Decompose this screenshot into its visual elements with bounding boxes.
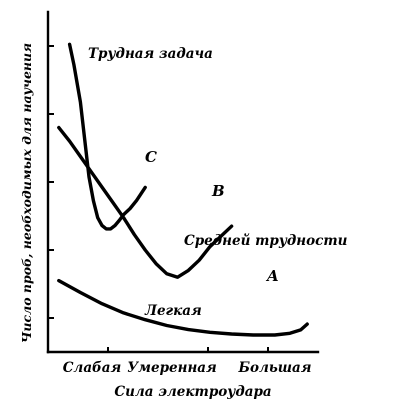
series-group	[57, 42, 309, 337]
x-tick-label: Большая	[237, 360, 311, 376]
series-label-easy: Легкая	[144, 303, 202, 319]
x-tick-label: Слабая	[63, 360, 122, 376]
series-hard-task-line	[67, 42, 147, 231]
x-tick-label: Умеренная	[127, 360, 217, 376]
y-axis-label: Число проб, необходимых для научения	[19, 43, 34, 343]
series-easy-task-line	[57, 278, 309, 337]
series-label-hard: Трудная задача	[88, 46, 213, 62]
series-end-label-c: C	[145, 148, 157, 166]
y-axis-ticks	[48, 45, 269, 352]
x-axis-label: Сила электроудара	[114, 384, 271, 400]
series-end-label-b: B	[211, 182, 225, 200]
series-label-medium: Средней трудности	[184, 233, 348, 249]
series-end-label-a: A	[265, 267, 279, 285]
series-medium-task-line	[57, 125, 234, 279]
labels: Число проб, необходимых для научения Сил…	[19, 43, 348, 400]
